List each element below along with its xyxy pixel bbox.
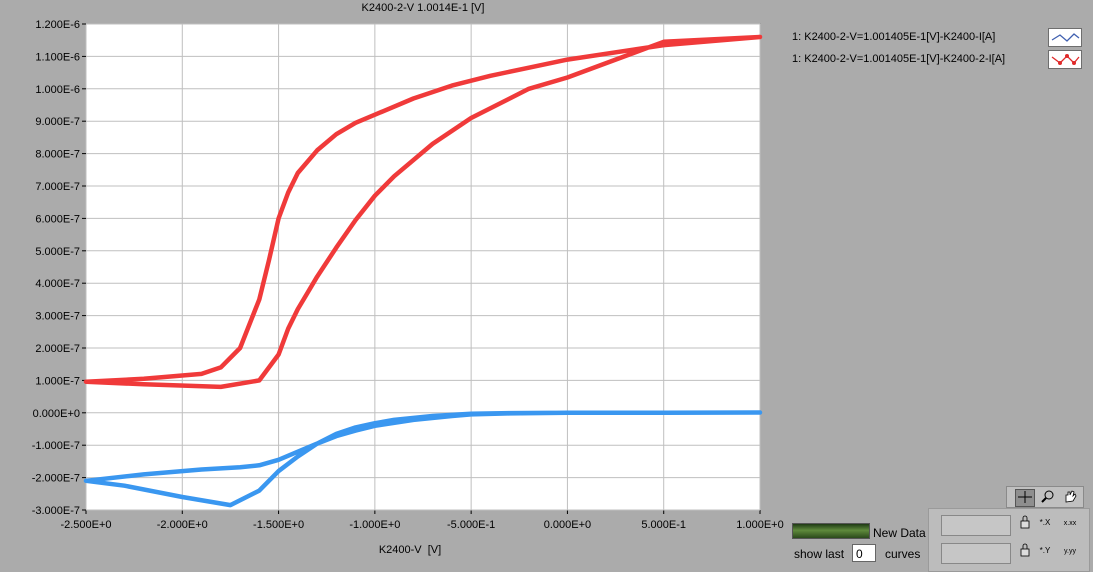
grid-lines: [82, 23, 761, 514]
svg-text:*.Y: *.Y: [1040, 546, 1051, 555]
y-tick-label: 7.000E-7: [35, 181, 80, 193]
x-format-icon[interactable]: x.xx: [1059, 515, 1079, 534]
show-last-label: show last: [794, 547, 845, 561]
line-style-icon[interactable]: [1048, 28, 1082, 47]
y-autoscale-icon[interactable]: *.Y: [1035, 543, 1055, 562]
y-tick-label: 1.200E-6: [35, 19, 80, 31]
y-tick-label: 1.000E-7: [35, 375, 80, 387]
y-tick-label: -3.000E-7: [32, 505, 80, 517]
y-tick-label: -2.000E-7: [32, 473, 80, 485]
x-tick-label: 0.000E+0: [544, 519, 591, 531]
legend-label: 1: K2400-2-V=1.001405E-1[V]-K2400-I[A]: [792, 31, 996, 43]
legend-item-k2400-2-i[interactable]: 1: K2400-2-V=1.001405E-1[V]-K2400-2-I[A]: [792, 50, 1092, 72]
graph-palette: [1006, 486, 1084, 508]
svg-text:x.xx: x.xx: [1064, 520, 1077, 527]
plot-area[interactable]: [85, 23, 761, 511]
y-scale-name-field[interactable]: [941, 543, 1011, 564]
series-layer: [83, 34, 763, 508]
pan-hand-icon[interactable]: [1061, 489, 1079, 505]
y-tick-label: 3.000E-7: [35, 311, 80, 323]
svg-text:*.X: *.X: [1040, 518, 1051, 527]
y-tick-label: 9.000E-7: [35, 116, 80, 128]
x-axis-label: K2400-V [V]: [379, 544, 441, 556]
show-last-input[interactable]: 0: [852, 544, 876, 562]
new-data-indicator: [792, 523, 870, 539]
y-tick-label: 6.000E-7: [35, 213, 80, 225]
x-autoscale-icon[interactable]: *.X: [1035, 515, 1055, 534]
y-tick-label: 5.000E-7: [35, 246, 80, 258]
x-tick-label: -1.000E+0: [349, 519, 400, 531]
y-tick-label: 4.000E-7: [35, 278, 80, 290]
zoom-icon[interactable]: [1039, 489, 1057, 505]
y-lock-icon[interactable]: [1015, 543, 1035, 562]
y-format-icon[interactable]: y.yy: [1059, 543, 1079, 562]
crosshair-icon[interactable]: [1015, 489, 1035, 507]
svg-text:y.yy: y.yy: [1064, 548, 1076, 555]
x-tick-label: -1.500E+0: [253, 519, 304, 531]
tick-labels: -2.500E+0 -2.000E+0 -1.500E+0 -1.000E+0 -5.0…: [32, 19, 784, 531]
x-tick-label: -5.000E-1: [447, 519, 495, 531]
y-tick-label: -1.000E-7: [32, 440, 80, 452]
y-tick-label: 8.000E-7: [35, 149, 80, 161]
x-tick-label: -2.000E+0: [157, 519, 208, 531]
legend-item-k2400-i[interactable]: 1: K2400-2-V=1.001405E-1[V]-K2400-I[A]: [792, 28, 1092, 50]
x-tick-label: 5.000E-1: [641, 519, 686, 531]
y-tick-label: 2.000E-7: [35, 343, 80, 355]
legend: 1: K2400-2-V=1.001405E-1[V]-K2400-I[A] 1…: [792, 28, 1092, 72]
line-points-style-icon[interactable]: [1048, 50, 1082, 69]
x-scale-name-field[interactable]: [941, 515, 1011, 536]
new-data-label: New Data: [873, 526, 926, 540]
series-line-0: [83, 410, 763, 508]
series-line-1: [83, 34, 763, 390]
y-tick-label: 1.100E-6: [35, 51, 80, 63]
x-tick-label: 1.000E+0: [736, 519, 783, 531]
y-tick-label: 1.000E-6: [35, 84, 80, 96]
legend-label: 1: K2400-2-V=1.001405E-1[V]-K2400-2-I[A]: [792, 53, 1006, 65]
x-tick-label: -2.500E+0: [60, 519, 111, 531]
curves-label: curves: [885, 547, 921, 561]
y-tick-label: 0.000E+0: [33, 408, 80, 420]
scale-legend: *.X x.xx *.Y y.yy: [928, 508, 1090, 572]
x-lock-icon[interactable]: [1015, 515, 1035, 534]
chart-title: K2400-2-V 1.0014E-1 [V]: [362, 2, 485, 14]
